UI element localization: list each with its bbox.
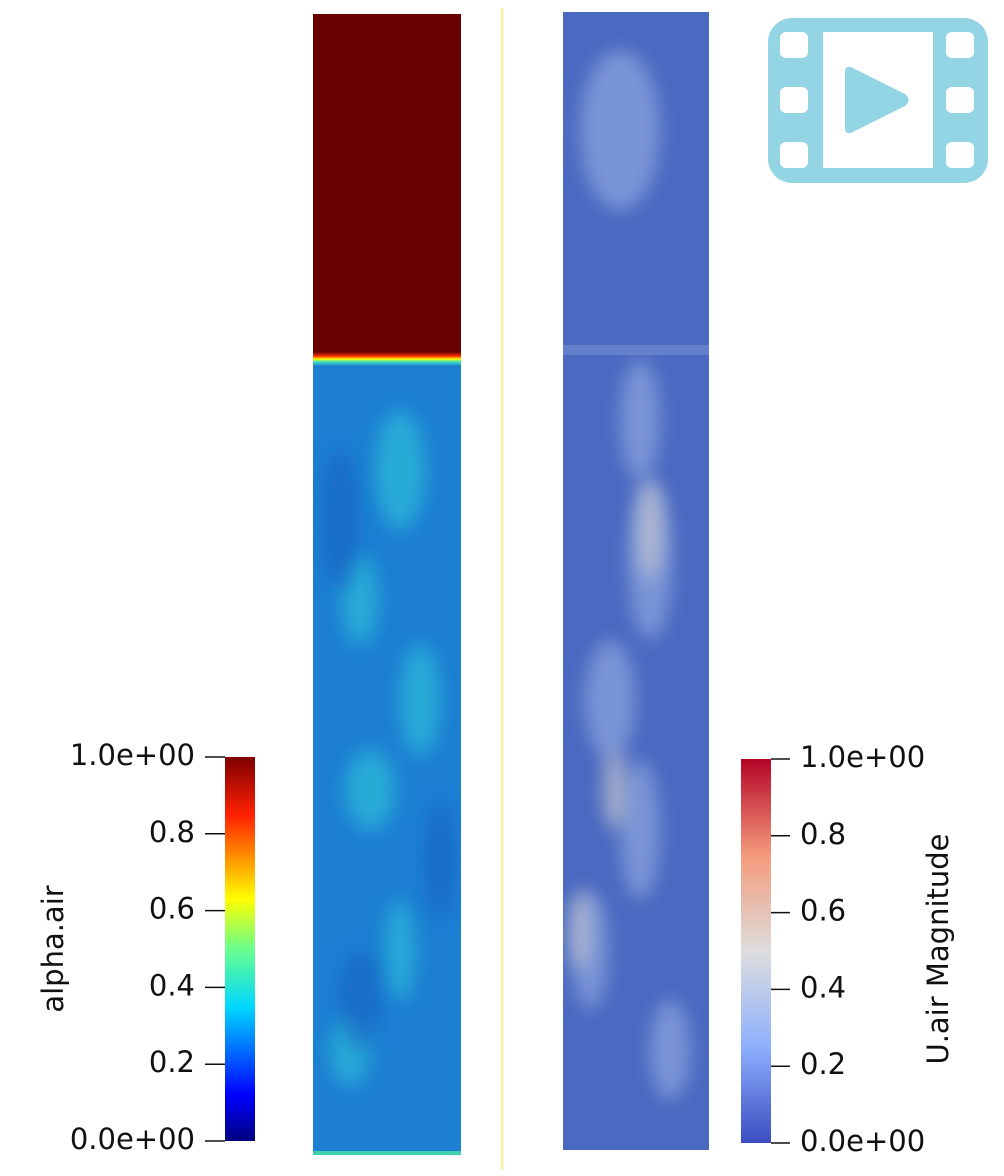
tick-label: 0.4 bbox=[149, 968, 195, 1002]
play-video-icon[interactable] bbox=[768, 18, 988, 183]
tick-label: 0.8 bbox=[149, 815, 195, 849]
colorbar-gradient bbox=[741, 759, 771, 1143]
velocity-field bbox=[563, 12, 709, 1150]
colorbar-title: U.air Magnitude bbox=[921, 833, 955, 1064]
tick-label: 0.0e+00 bbox=[800, 1124, 925, 1158]
tick-label: 0.2 bbox=[149, 1045, 195, 1079]
tick-label: 0.6 bbox=[800, 894, 846, 928]
tick-label: 0.0e+00 bbox=[70, 1122, 195, 1156]
tick-label: 0.6 bbox=[149, 892, 195, 926]
tick-label: 1.0e+00 bbox=[800, 740, 925, 774]
colorbar-gradient bbox=[225, 757, 255, 1141]
tick-label: 0.2 bbox=[800, 1047, 846, 1081]
tick-label: 0.8 bbox=[800, 817, 846, 851]
colorbar-title: alpha.air bbox=[36, 885, 70, 1012]
tick-label: 0.4 bbox=[800, 970, 846, 1004]
tick-label: 1.0e+00 bbox=[70, 738, 195, 772]
alpha-field bbox=[313, 14, 461, 1155]
